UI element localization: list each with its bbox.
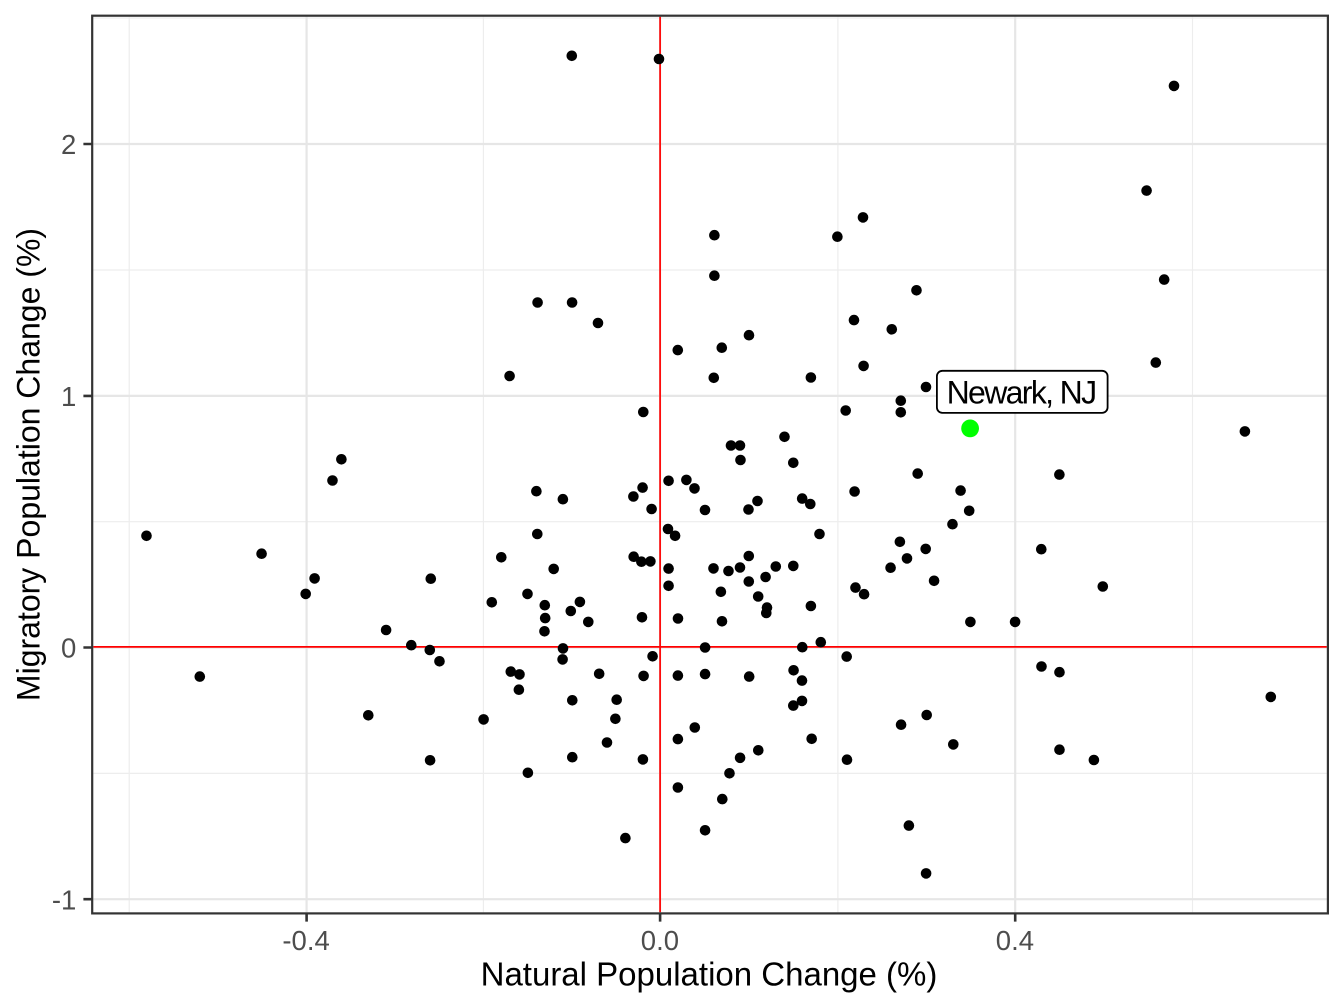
- svg-text:1: 1: [61, 381, 76, 412]
- svg-text:Newark, NJ: Newark, NJ: [947, 374, 1098, 410]
- svg-text:-1: -1: [52, 884, 76, 915]
- svg-text:Migratory Population Change (%: Migratory Population Change (%): [11, 228, 47, 701]
- svg-text:-0.4: -0.4: [282, 925, 329, 956]
- svg-text:0.0: 0.0: [641, 925, 679, 956]
- svg-text:Natural Population Change (%): Natural Population Change (%): [481, 956, 938, 993]
- svg-text:0: 0: [61, 633, 76, 664]
- svg-text:0.4: 0.4: [996, 925, 1034, 956]
- svg-text:2: 2: [61, 129, 76, 160]
